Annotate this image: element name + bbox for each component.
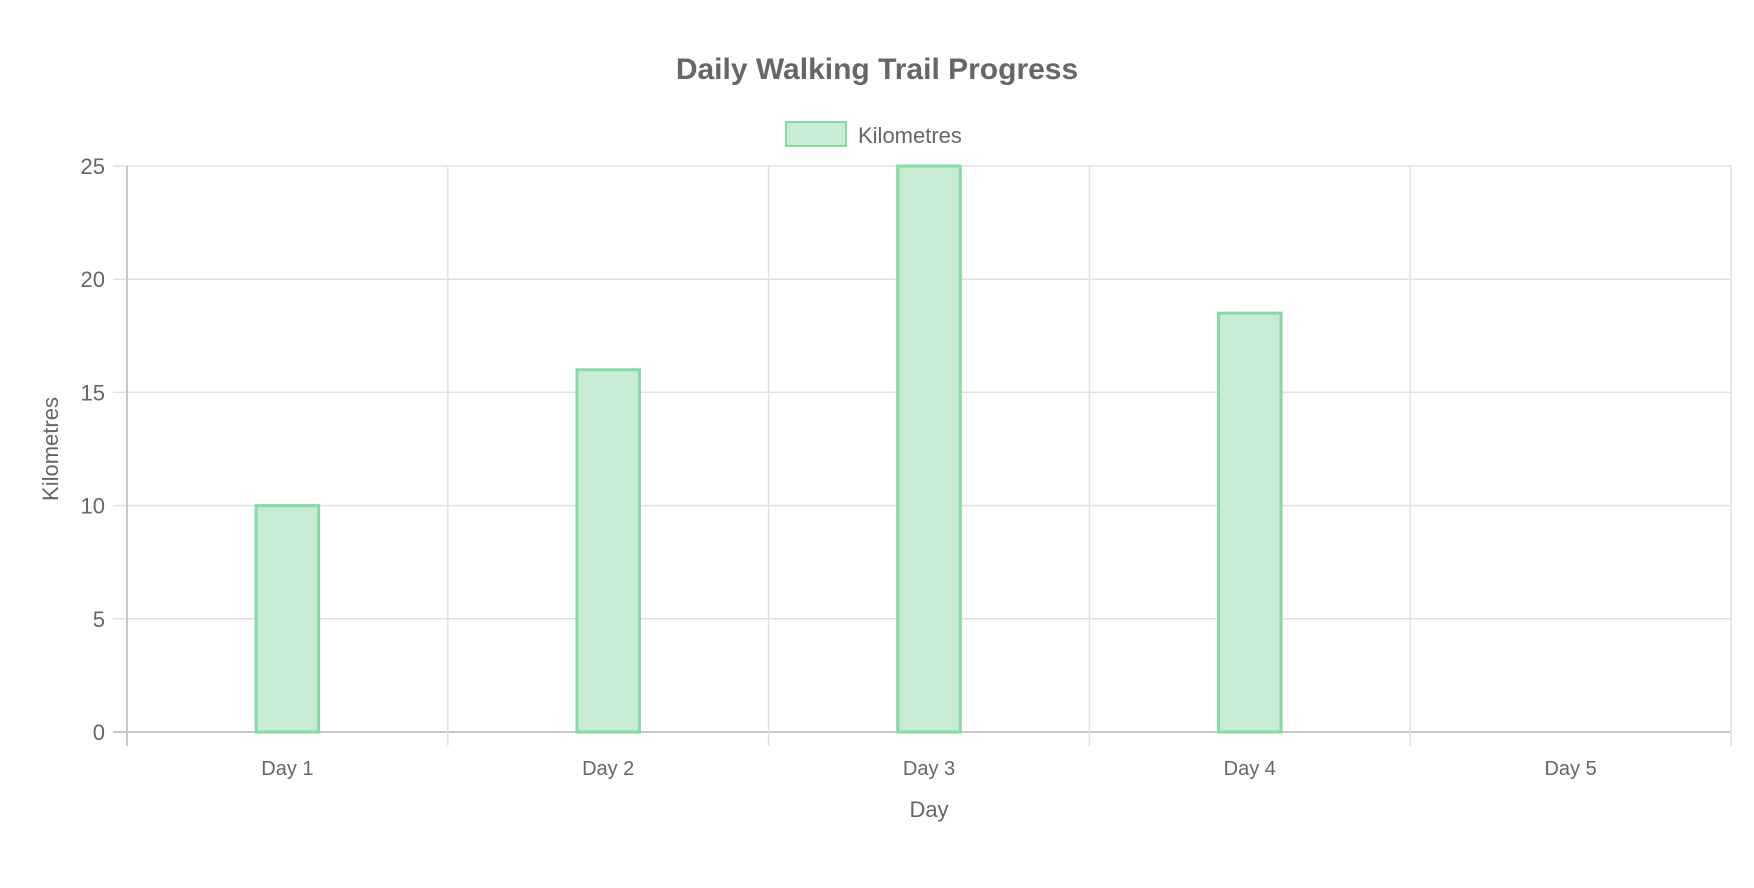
y-tick-label: 5 (93, 607, 105, 632)
legend-label: Kilometres (858, 123, 962, 148)
legend-swatch (785, 121, 847, 147)
y-tick-label: 25 (81, 154, 105, 179)
y-tick-label: 20 (81, 267, 105, 292)
y-tick-label: 10 (81, 494, 105, 519)
y-tick-label: 0 (93, 720, 105, 745)
bar[interactable] (1217, 311, 1283, 734)
x-tick-label: Day 4 (1224, 758, 1276, 780)
bar[interactable] (254, 504, 321, 734)
legend[interactable]: Kilometres (785, 121, 962, 148)
x-tick-label: Day 2 (582, 758, 634, 780)
bar[interactable] (575, 368, 641, 734)
x-tick-label: Day 3 (903, 758, 955, 780)
bars (254, 164, 1283, 734)
x-axis-title: Day (909, 797, 948, 822)
y-tick-label: 15 (81, 380, 105, 405)
y-axis-ticks: 0 5 10 15 20 25 (81, 154, 105, 745)
x-axis-ticks: Day 1 Day 2 Day 3 Day 4 Day 5 (261, 758, 1596, 780)
chart-title: Daily Walking Trail Progress (676, 53, 1078, 86)
bar[interactable] (896, 164, 962, 734)
x-tick-label: Day 1 (261, 758, 313, 780)
y-axis-title: Kilometres (38, 397, 63, 501)
x-tick-label: Day 5 (1544, 758, 1596, 780)
